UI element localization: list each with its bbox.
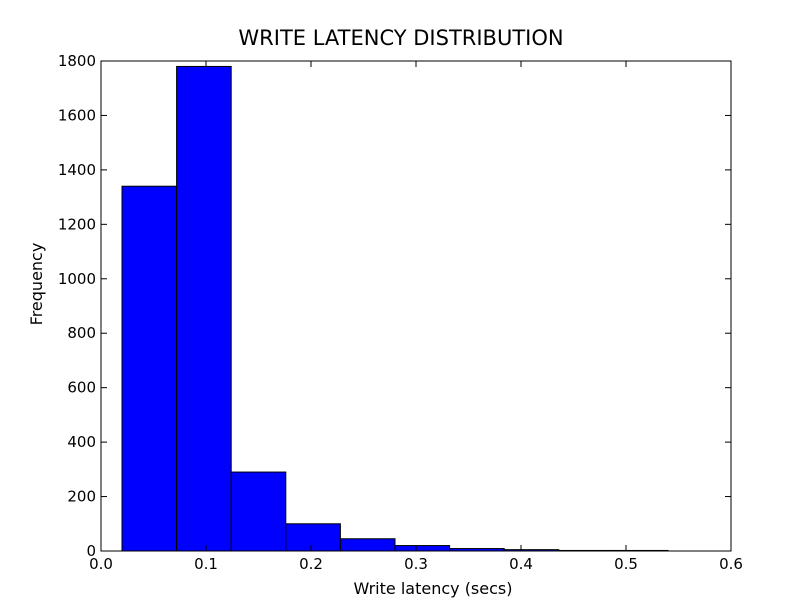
y-tick-label: 400 — [67, 433, 96, 451]
x-tick-label: 0.2 — [299, 555, 323, 573]
x-tick-label: 0.3 — [404, 555, 428, 573]
y-axis-label: Frequency — [27, 243, 46, 326]
histogram-bar-2 — [176, 65, 232, 552]
y-tick-label: 1800 — [58, 52, 96, 70]
y-tick-label: 200 — [67, 488, 96, 506]
histogram-bar-3 — [230, 471, 287, 552]
y-tick-label: 600 — [67, 379, 96, 397]
x-axis-label: Write latency (secs) — [354, 579, 513, 598]
histogram-bar-4 — [285, 523, 341, 552]
x-tick-label: 0.4 — [509, 555, 533, 573]
bars-layer — [121, 65, 669, 552]
y-tick-label: 1000 — [58, 270, 96, 288]
histogram-bar-1 — [121, 185, 178, 552]
x-tick-label: 0.5 — [614, 555, 638, 573]
histogram-bar-6 — [394, 545, 451, 552]
y-tick-label: 1200 — [58, 215, 96, 233]
x-tick-label: 0.0 — [89, 555, 113, 573]
y-tick-label: 800 — [67, 324, 96, 342]
y-tick-label: 1600 — [58, 106, 96, 124]
ticks-layer: 0.0 0.1 0.2 0.3 0.4 0.5 0.6 0 200 400 600 800 1000 12… — [58, 52, 743, 573]
x-tick-label: 0.6 — [719, 555, 743, 573]
histogram-bar-5 — [339, 538, 396, 552]
y-tick-label: 1400 — [58, 161, 96, 179]
y-tick-label: 0 — [86, 542, 96, 560]
x-tick-label: 0.1 — [194, 555, 218, 573]
chart-title: WRITE LATENCY DISTRIBUTION — [238, 26, 563, 50]
